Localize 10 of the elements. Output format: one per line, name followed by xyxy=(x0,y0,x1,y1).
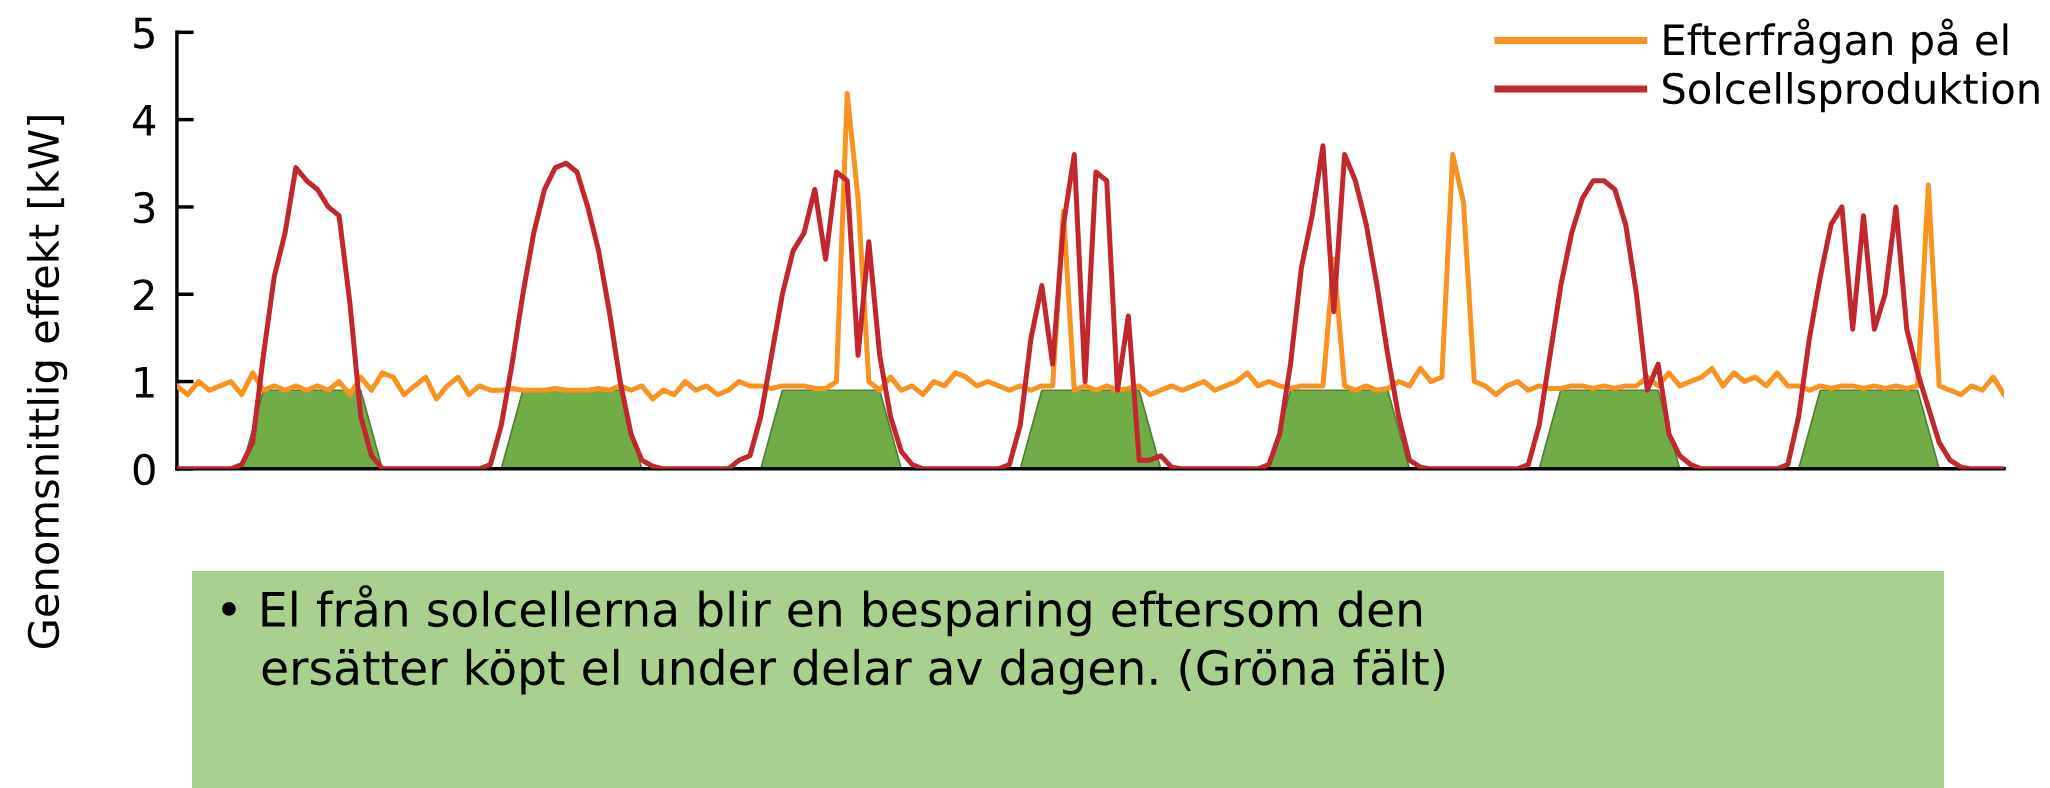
y-tick-label: 3 xyxy=(134,191,155,224)
y-axis-title: Genomsnittlig effekt [kW] xyxy=(26,116,68,649)
y-tick-label: 1 xyxy=(135,367,154,398)
y-tick-label: 4 xyxy=(133,105,156,136)
legend-label: Solcellsproduktion xyxy=(1663,72,2039,113)
legend-label: Efterfrågan på el xyxy=(1664,18,2008,64)
y-tick-label: 2 xyxy=(134,279,154,311)
y-tick-label: 0 xyxy=(133,453,155,486)
y-tick-label: 5 xyxy=(134,17,154,49)
text: • El från solcellerna blir en besparing eftersom den ersätter köpt el under delar av dagen. (Gröna fält) xyxy=(222,585,1445,695)
